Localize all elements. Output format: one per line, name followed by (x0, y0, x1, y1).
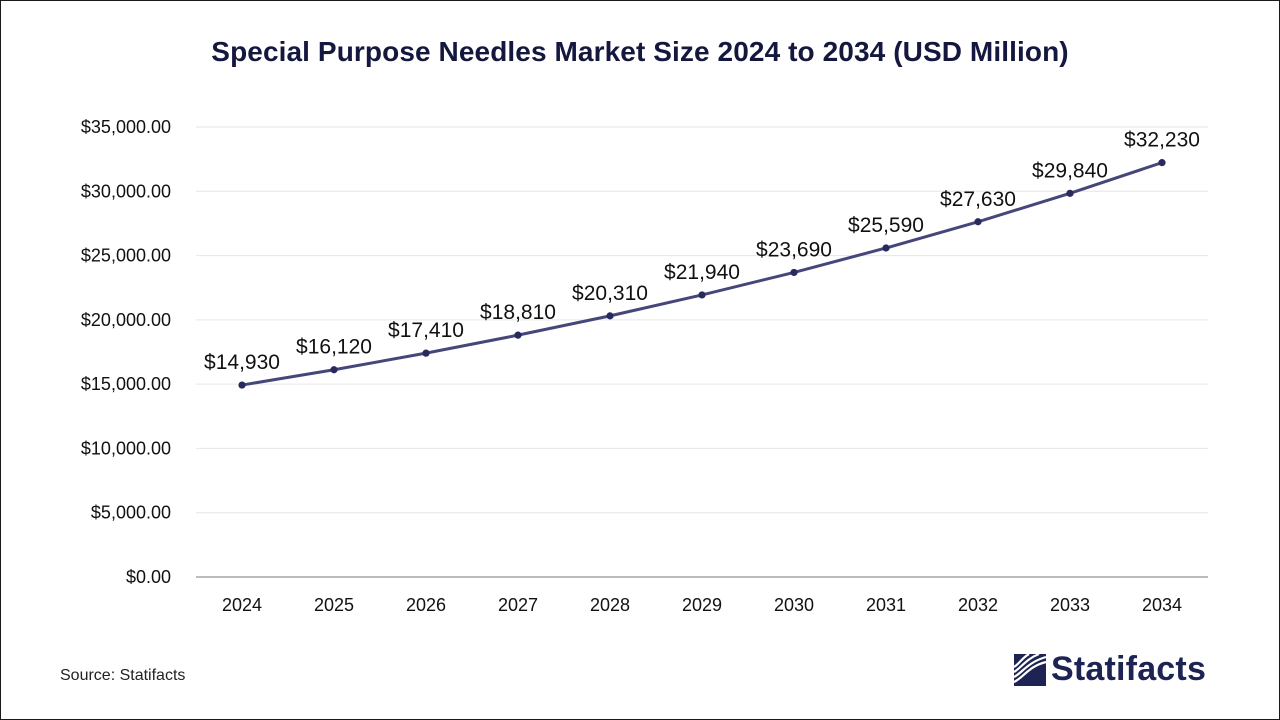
x-tick-label: 2032 (958, 595, 998, 615)
x-tick-label: 2028 (590, 595, 630, 615)
data-label: $29,840 (1032, 159, 1108, 182)
data-label: $14,930 (204, 351, 280, 374)
data-point (330, 366, 338, 374)
y-tick-label: $0.00 (126, 567, 171, 587)
data-point (1066, 189, 1074, 197)
y-tick-label: $10,000.00 (81, 438, 171, 458)
data-label: $25,590 (848, 214, 924, 237)
y-tick-label: $30,000.00 (81, 181, 171, 201)
x-tick-label: 2034 (1142, 595, 1182, 615)
x-tick-label: 2026 (406, 595, 446, 615)
data-label: $21,940 (664, 261, 740, 284)
data-point (422, 349, 430, 357)
data-point (882, 244, 890, 252)
data-point (238, 381, 246, 389)
y-tick-label: $25,000.00 (81, 246, 171, 266)
y-tick-label: $35,000.00 (81, 117, 171, 137)
x-tick-label: 2029 (682, 595, 722, 615)
statifacts-logo: Statifacts (1013, 650, 1206, 689)
x-tick-label: 2033 (1050, 595, 1090, 615)
data-point (1158, 159, 1166, 167)
data-point (514, 331, 522, 339)
data-point (698, 291, 706, 299)
x-tick-label: 2031 (866, 595, 906, 615)
brand-name: Statifacts (1051, 650, 1207, 688)
data-point (974, 218, 982, 226)
x-tick-label: 2024 (222, 595, 262, 615)
data-label: $27,630 (940, 188, 1016, 211)
data-point (790, 268, 798, 277)
data-label: $20,310 (572, 282, 648, 305)
statifacts-logo-icon (1013, 652, 1047, 686)
data-label: $16,120 (296, 336, 372, 359)
data-label: $32,230 (1124, 129, 1200, 152)
x-tick-label: 2030 (774, 595, 814, 615)
data-point (606, 312, 614, 320)
chart-title: Special Purpose Needles Market Size 2024… (211, 36, 1069, 67)
data-label: $23,690 (756, 238, 832, 261)
data-label: $17,410 (388, 319, 464, 342)
y-tick-label: $20,000.00 (81, 310, 171, 330)
x-tick-label: 2025 (314, 595, 354, 615)
data-label: $18,810 (480, 301, 556, 324)
y-tick-label: $5,000.00 (91, 503, 171, 523)
y-tick-label: $15,000.00 (81, 374, 171, 394)
source-note: Source: Statifacts (60, 667, 186, 684)
x-tick-label: 2027 (498, 595, 538, 615)
